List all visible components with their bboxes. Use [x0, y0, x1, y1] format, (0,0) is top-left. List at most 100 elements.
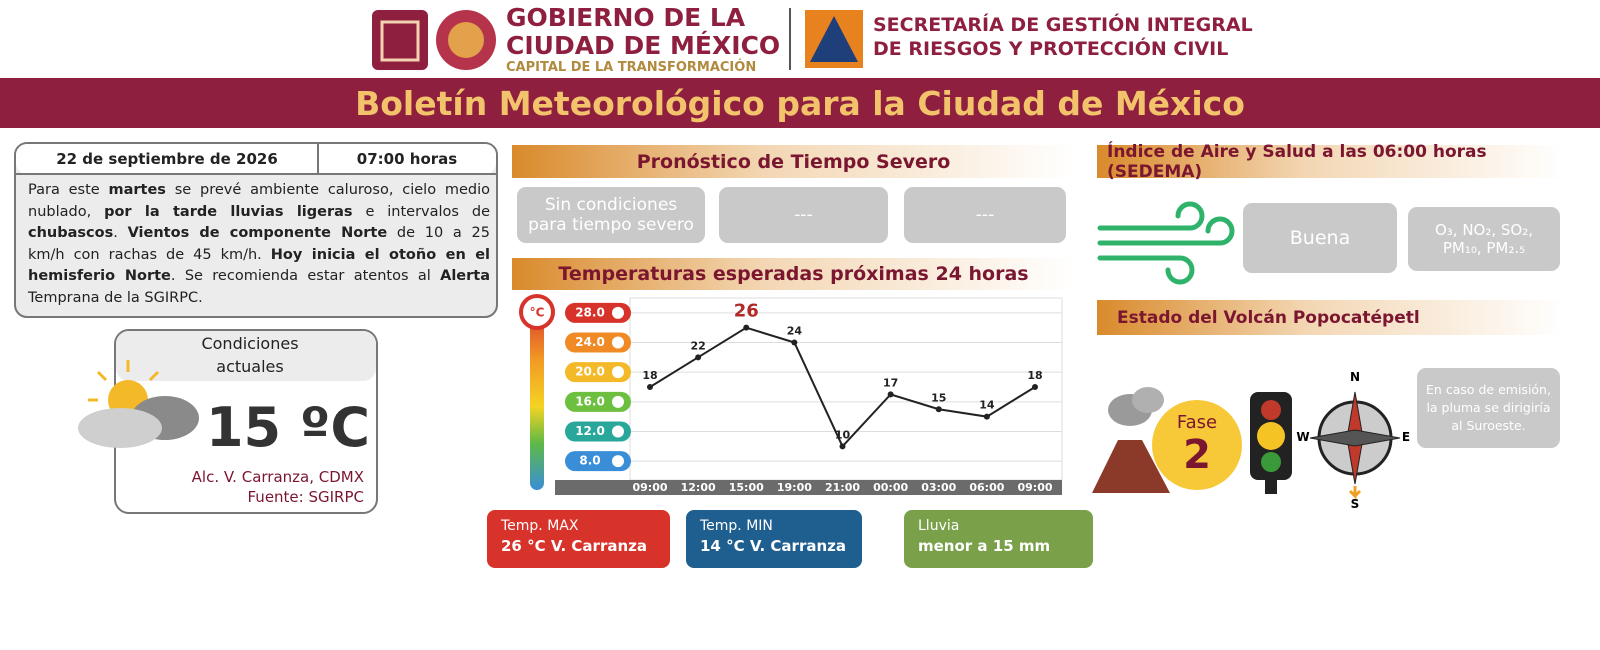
pc-triangle [810, 16, 858, 62]
plot-area [629, 297, 1063, 481]
phase-circle [1152, 400, 1242, 490]
sec-line: SECRETARÍA DE GESTIÓN INTEGRAL [873, 14, 1253, 36]
current-header [116, 331, 376, 381]
bold-text: Alerta [440, 268, 491, 284]
volcano-note: En caso de emisión, la pluma se dirigirí… [1417, 368, 1560, 448]
value-label: 26 [734, 301, 759, 322]
traffic-pole [1265, 480, 1277, 494]
tick-pill [565, 391, 631, 412]
emblem-detail [448, 22, 484, 58]
data-point [983, 413, 990, 420]
x-tick-label: 09:00 [1017, 481, 1052, 494]
rain-box: Lluvia menor a 15 mm [904, 510, 1093, 568]
city-shield [372, 10, 428, 70]
y-tick-label: 20.0 [575, 365, 605, 379]
summary-label: Lluvia [918, 518, 960, 534]
severe-item: Sin condiciones para tiempo severo [517, 187, 705, 243]
gov-line: CIUDAD DE MÉXICO [506, 31, 781, 60]
summary-label: Temp. MIN [700, 518, 773, 534]
bold-text: Vientos de componente Norte [127, 225, 388, 241]
y-tick-label: 28.0 [575, 305, 605, 319]
data-point [935, 406, 942, 413]
x-tick-label: 19:00 [777, 481, 812, 494]
summary-value: 14 °C V. Carranza [700, 537, 847, 555]
section-title: Pronóstico de Tiempo Severo [512, 145, 1075, 178]
description-box [14, 142, 498, 318]
bold-text: martes [108, 182, 166, 198]
x-tick-label: 12:00 [681, 481, 716, 494]
wind-direction [1348, 486, 1362, 500]
phase-number: 2 [1183, 432, 1211, 478]
shield-detail [380, 20, 420, 62]
tick-pill [565, 302, 631, 323]
summary-label: Temp. MAX [501, 518, 579, 534]
value-label: 24 [787, 325, 803, 338]
text: de 10 a 25 km/h con rachas de 45 km/h. [28, 225, 490, 263]
gov-tagline: CAPITAL DE LA TRANSFORMACIÓN [506, 60, 757, 75]
unit-label: °C [530, 306, 545, 320]
pill-dot [612, 306, 624, 319]
light-yellow [1257, 422, 1285, 450]
gov-name: GOBIERNO DE LA CIUDAD DE MÉXICO CAPITAL … [506, 4, 780, 76]
gov-line: GOBIERNO DE LA [506, 3, 746, 32]
thermometer [530, 305, 544, 490]
y-tick-label: 24.0 [575, 335, 605, 349]
summary-value: menor a 15 mm [918, 537, 1051, 555]
bold-text: por la tarde lluvias ligeras [104, 203, 353, 220]
x-tick-label: 09:00 [632, 481, 667, 494]
current-label: Condiciones actuales [201, 334, 299, 376]
volcano-icon [1092, 440, 1170, 493]
compass-n: N [1349, 370, 1361, 384]
pill-dot [612, 395, 624, 408]
data-point [1032, 384, 1038, 390]
cloud-light [78, 408, 162, 448]
text: Temprana de la SGIRPC. [28, 289, 203, 306]
ash-cloud [1132, 387, 1164, 413]
summary-value: 26 °C V. Carranza [501, 537, 648, 555]
x-tick-label: 15:00 [729, 481, 764, 494]
date-bar [16, 144, 496, 174]
sun-rays [88, 360, 160, 402]
tick-pill [565, 451, 631, 472]
text: Para este [28, 182, 109, 198]
section-title: Índice de Aire y Salud a las 06:00 horas… [1097, 142, 1565, 182]
pill-dot [612, 366, 624, 379]
data-point [743, 324, 750, 331]
text: . [113, 225, 128, 241]
source: Fuente: SGIRPC [247, 488, 365, 506]
value-label: 22 [690, 339, 705, 352]
y-tick-label: 12.0 [575, 424, 605, 438]
current-info: Alc. V. Carranza, CDMX Fuente: SGIRPC [130, 467, 364, 507]
sec-name: SECRETARÍA DE GESTIÓN INTEGRAL DE RIESGO… [873, 13, 1253, 61]
x-tick-label: 06:00 [969, 481, 1004, 494]
chart-title: Temperaturas esperadas próximas 24 horas [512, 258, 1075, 290]
current-temperature: 15 ºC [205, 396, 370, 459]
bold-text: chubascos [28, 225, 114, 241]
tick-pill [565, 332, 631, 353]
air-quality: Buena [1243, 203, 1397, 273]
data-point [887, 391, 894, 398]
compass-s: S [1350, 497, 1360, 511]
text: se prevé ambiente caluroso, cielo medio … [28, 182, 490, 220]
pill-dot [612, 455, 624, 468]
text: . Se recomienda estar atentos al [170, 268, 441, 284]
title-band [0, 78, 1600, 128]
value-label: 10 [835, 428, 851, 441]
x-tick-label: 03:00 [921, 481, 956, 494]
data-point [839, 443, 846, 450]
section-title: Estado del Volcán Popocatépetl [1097, 300, 1565, 335]
value-label: 18 [1027, 369, 1042, 382]
severe-item: --- [904, 187, 1066, 243]
pill-dot [612, 336, 624, 349]
pill-dot [612, 425, 624, 438]
min-box: Temp. MIN 14 °C V. Carranza [686, 510, 862, 568]
severe-item: --- [719, 187, 888, 243]
description: Para este martes se prevé ambiente calur… [28, 180, 490, 309]
y-tick-label: 16.0 [575, 394, 605, 408]
data-point [647, 384, 653, 390]
value-label: 18 [642, 369, 657, 382]
x-axis-bar [555, 480, 1062, 495]
